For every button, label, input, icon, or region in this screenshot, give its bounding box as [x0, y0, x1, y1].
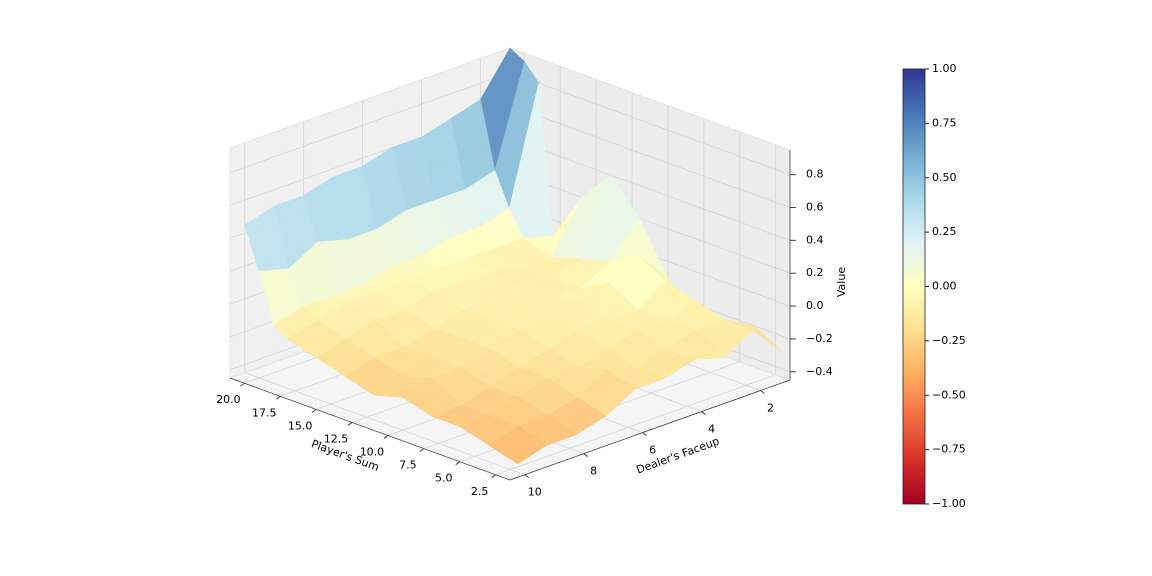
- z-tick-label: 0.0: [806, 299, 824, 312]
- colorbar-tick-label: −0.50: [932, 388, 966, 401]
- colorbar-tick-label: −1.00: [932, 497, 966, 510]
- x-tick-label: 2.5: [471, 485, 489, 498]
- x-tick: [455, 461, 461, 466]
- z-tick-label: 0.2: [806, 266, 824, 279]
- x-tick: [383, 435, 389, 439]
- z-axis-label: Value: [835, 267, 848, 297]
- y-tick: [642, 432, 647, 437]
- x-tick-label: 5.0: [435, 472, 453, 485]
- grid-line: [509, 105, 791, 208]
- x-tick-label: 7.5: [399, 459, 417, 472]
- colorbar-tick-label: 0.25: [932, 225, 957, 238]
- grid-line: [509, 170, 791, 274]
- y-tick-label: 8: [590, 465, 597, 478]
- x-tick-label: 20.0: [216, 393, 241, 406]
- colorbar-tick-label: −0.75: [932, 443, 966, 456]
- x-tick-label: 10.0: [360, 446, 385, 459]
- x-tick-label: 15.0: [288, 419, 313, 432]
- y-tick-label: 2: [767, 402, 774, 415]
- colorbar-tick-label: 0.75: [932, 116, 957, 129]
- x-tick: [311, 408, 317, 413]
- grid-line: [244, 372, 525, 476]
- z-tick-label: 0.4: [806, 233, 824, 246]
- grid-line: [509, 72, 791, 176]
- colorbar-tick-label: −0.25: [932, 334, 966, 347]
- y-tick: [524, 474, 530, 479]
- x-tick: [240, 382, 245, 387]
- x-tick-label: 17.5: [252, 406, 277, 419]
- z-tick-label: −0.2: [806, 332, 833, 345]
- z-tick-label: 0.8: [806, 168, 824, 181]
- y-tick-label: 4: [708, 423, 715, 436]
- y-tick-label: 6: [649, 444, 656, 457]
- y-tick: [701, 411, 706, 415]
- colorbar-tick-label: 0.50: [932, 171, 957, 184]
- x-tick: [275, 395, 281, 400]
- grid-line: [495, 374, 776, 476]
- y-tick: [583, 453, 588, 458]
- surface-patch: [488, 426, 548, 465]
- colorbar-tick-label: 1.00: [932, 62, 957, 75]
- colorbar-tick-label: 0.00: [932, 280, 957, 293]
- y-tick: [760, 390, 765, 394]
- grid-line: [509, 137, 791, 241]
- grid-line: [229, 72, 511, 174]
- colorbar: [902, 68, 926, 505]
- x-tick: [491, 474, 496, 479]
- x-axis-line: [229, 377, 511, 481]
- y-tick-label: 10: [528, 486, 542, 499]
- x-tick: [419, 448, 425, 453]
- x-tick-label: 12.5: [324, 432, 349, 445]
- y-axis-line: [509, 379, 791, 481]
- z-tick-label: −0.4: [806, 365, 833, 378]
- x-tick: [347, 422, 353, 426]
- z-tick-label: 0.6: [806, 201, 824, 214]
